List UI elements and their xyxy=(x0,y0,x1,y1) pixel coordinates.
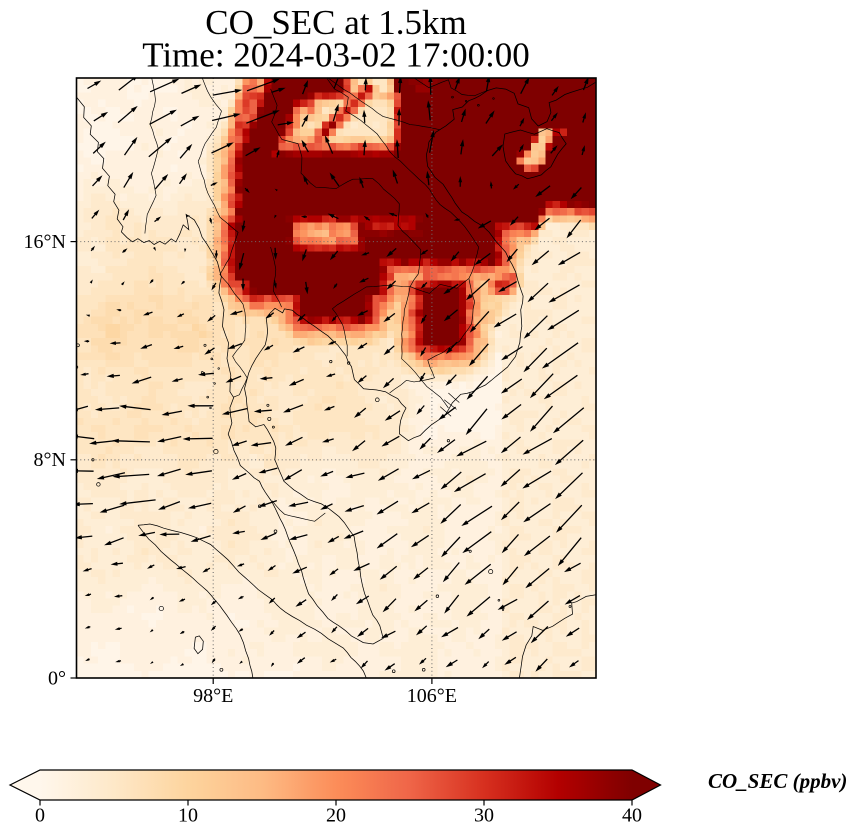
svg-text:106°E: 106°E xyxy=(407,685,457,707)
svg-text:20: 20 xyxy=(326,805,346,827)
svg-text:98°E: 98°E xyxy=(193,685,233,707)
svg-text:CO_SEC (ppbv): CO_SEC (ppbv) xyxy=(708,769,847,793)
svg-text:0°: 0° xyxy=(48,668,66,690)
svg-text:30: 30 xyxy=(474,805,494,827)
svg-text:40: 40 xyxy=(622,805,642,827)
svg-text:0: 0 xyxy=(35,805,45,827)
svg-text:Time: 2024-03-02 17:00:00: Time: 2024-03-02 17:00:00 xyxy=(142,36,530,75)
svg-text:CO_SEC at 1.5km: CO_SEC at 1.5km xyxy=(205,3,467,42)
svg-text:16°N: 16°N xyxy=(24,231,66,253)
svg-text:10: 10 xyxy=(178,805,198,827)
svg-text:8°N: 8°N xyxy=(34,449,66,471)
